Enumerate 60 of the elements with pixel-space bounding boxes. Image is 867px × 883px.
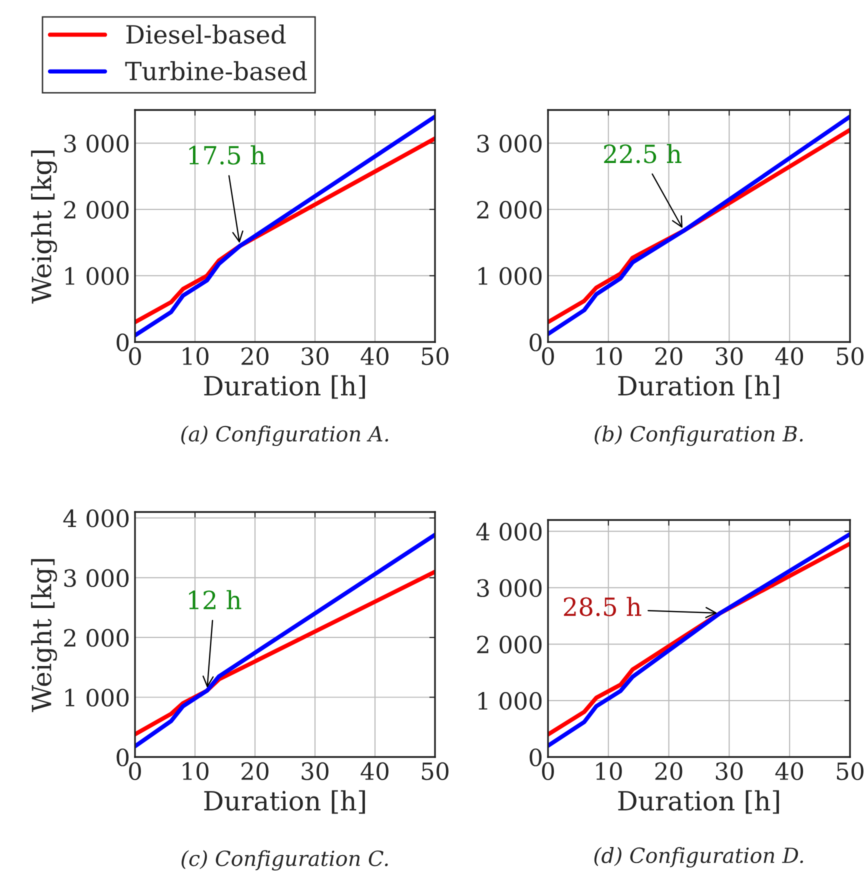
y-tick-label: 3 000 xyxy=(477,134,542,152)
x-tick-label: 30 xyxy=(302,762,328,780)
annotation: 17.5 h xyxy=(189,145,266,165)
y-axis-title: Weight [kg] xyxy=(31,150,57,304)
x-tick-label: 20 xyxy=(655,762,682,780)
y-tick-label: 4 000 xyxy=(63,509,129,528)
y-tick-label: 4 000 xyxy=(476,522,542,541)
y-tick-label: 3 000 xyxy=(64,569,129,588)
text: (a) Configuration A. xyxy=(181,426,388,446)
y-tick-label: 1 000 xyxy=(65,267,129,286)
y-tick-label: 0 xyxy=(116,748,129,766)
x-tick-label: 50 xyxy=(422,762,448,780)
legend-label: Diesel-based xyxy=(126,24,286,44)
x-tick-label: 40 xyxy=(360,762,388,780)
x-tick-label: 10 xyxy=(596,762,622,780)
x-axis-title: Duration [h] xyxy=(618,375,779,399)
y-tick-label: 0 xyxy=(530,333,542,352)
x-tick-label: 50 xyxy=(836,347,864,366)
line-series xyxy=(135,532,435,748)
y-tick-label: 1 000 xyxy=(65,688,129,707)
y-tick-label: 2 000 xyxy=(477,200,542,219)
x-tick-label: 40 xyxy=(775,347,804,366)
annotation: 28.5 h xyxy=(564,596,642,616)
x-tick-label: 30 xyxy=(302,347,328,366)
x-tick-label: 10 xyxy=(596,347,622,366)
x-tick-label: 0 xyxy=(129,347,141,366)
y-tick-label: 1 000 xyxy=(478,692,542,710)
y-tick-label: 1 000 xyxy=(478,267,542,286)
y-tick-label: 0 xyxy=(116,333,129,352)
x-tick-label: 0 xyxy=(542,347,554,366)
x-tick-label: 10 xyxy=(182,347,208,366)
x-tick-label: 0 xyxy=(129,762,141,780)
x-tick-label: 20 xyxy=(242,347,268,366)
x-axis-title: Duration [h] xyxy=(618,790,779,814)
y-tick-label: 2 000 xyxy=(477,636,542,654)
y-tick-label: 2 000 xyxy=(64,628,129,647)
y-tick-label: 2 000 xyxy=(64,200,129,219)
y-axis-title: Weight [kg] xyxy=(31,559,57,712)
annotation: 22.5 h xyxy=(604,144,682,164)
x-tick-label: 40 xyxy=(775,762,804,780)
text: (d) Configuration D. xyxy=(594,847,803,868)
x-tick-label: 30 xyxy=(716,347,743,366)
x-tick-label: 0 xyxy=(542,762,554,780)
x-axis-title: Duration [h] xyxy=(204,375,365,399)
x-tick-label: 50 xyxy=(836,762,864,780)
x-tick-label: 20 xyxy=(655,347,682,366)
y-tick-label: 3 000 xyxy=(477,579,542,598)
x-tick-label: 10 xyxy=(182,762,208,780)
annotation: 12 h xyxy=(189,590,242,610)
x-tick-label: 50 xyxy=(422,347,448,366)
text: (c) Configuration C. xyxy=(182,850,388,871)
legend-label: Turbine-based xyxy=(125,61,307,81)
x-axis-title: Duration [h] xyxy=(204,790,365,814)
x-tick-label: 40 xyxy=(360,347,388,366)
text: (b) Configuration B. xyxy=(594,426,803,446)
x-tick-label: 20 xyxy=(242,762,268,780)
x-tick-label: 30 xyxy=(716,762,743,780)
line-series xyxy=(135,114,435,338)
y-tick-label: 3 000 xyxy=(64,134,129,152)
y-tick-label: 0 xyxy=(530,748,542,766)
